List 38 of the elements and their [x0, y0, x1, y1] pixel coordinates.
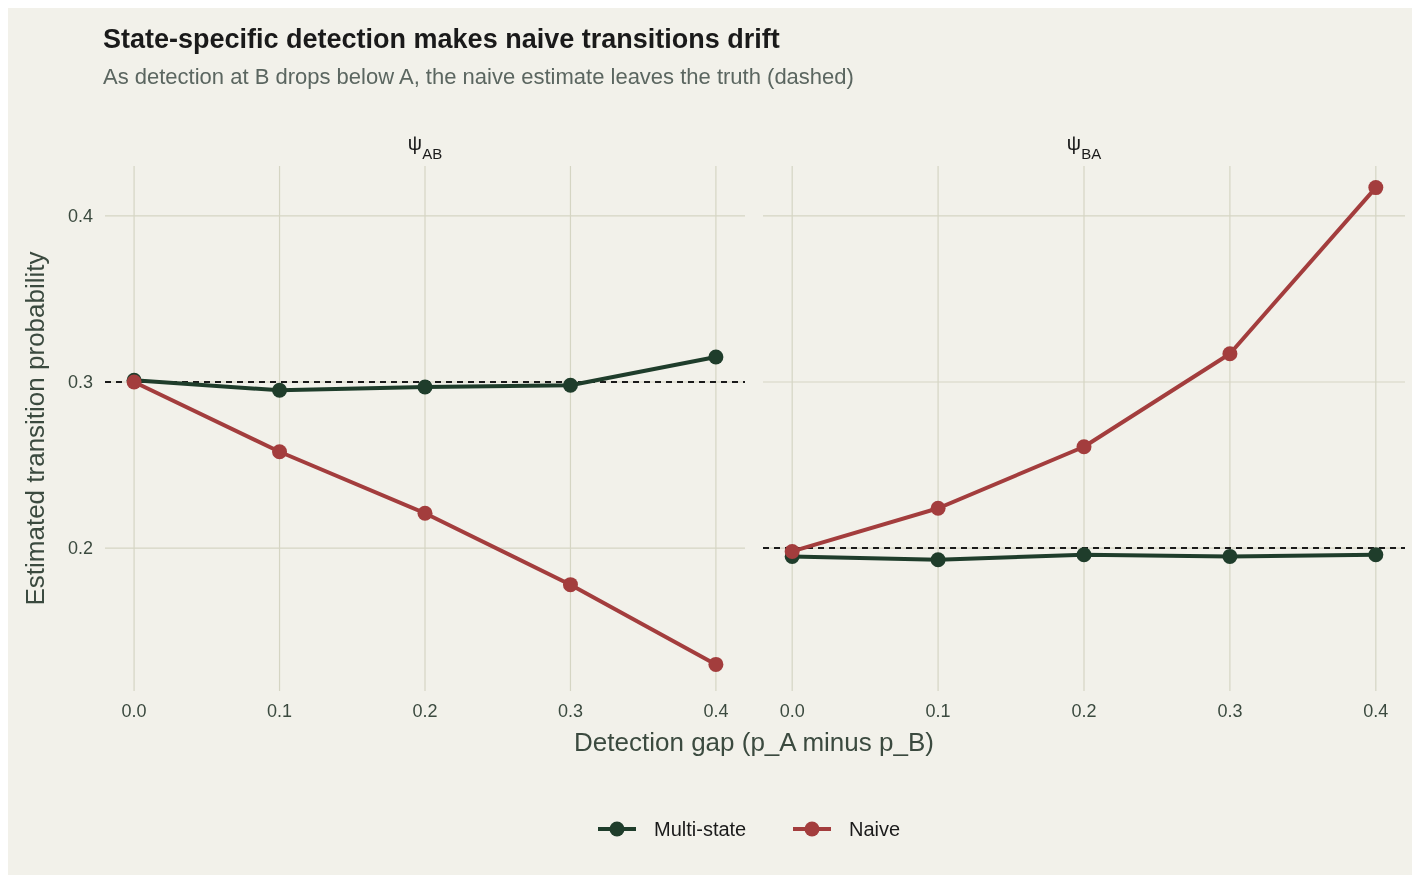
point — [417, 379, 433, 395]
point — [417, 505, 433, 521]
y-tick-label: 0.2 — [67, 538, 93, 559]
point — [562, 377, 578, 393]
point — [930, 500, 946, 516]
legend-label: Multi-state — [654, 818, 747, 840]
legend-label: Naive — [849, 818, 901, 840]
point — [1222, 346, 1238, 362]
x-tick-label: 0.3 — [1217, 701, 1243, 721]
x-axis-title: Detection gap (p_A minus p_B) — [574, 727, 934, 757]
point — [1076, 547, 1092, 563]
x-tick-label: 0.0 — [121, 701, 147, 721]
point — [1222, 548, 1238, 564]
x-tick-label: 0.1 — [267, 701, 293, 721]
point — [272, 444, 288, 460]
x-tick-label: 0.4 — [1363, 701, 1389, 721]
y-tick-label: 0.3 — [67, 371, 93, 392]
y-axis-title: Estimated transition probability — [20, 251, 50, 606]
x-tick-label: 0.3 — [557, 701, 583, 721]
point — [1368, 547, 1384, 563]
x-tick-label: 0.0 — [779, 701, 805, 721]
x-tick-label: 0.1 — [925, 701, 951, 721]
point — [930, 552, 946, 568]
x-tick-label: 0.2 — [412, 701, 438, 721]
chart-title: State-specific detection makes naive transitions drift — [103, 24, 780, 54]
text: ψ$_{AB}$ — [407, 132, 443, 162]
y-tick-label: 0.4 — [67, 205, 93, 226]
chart-subtitle: As detection at B drops below A, the naive estimate leaves the truth (dashed) — [103, 64, 854, 89]
x-tick-label: 0.2 — [1071, 701, 1097, 721]
point — [272, 382, 288, 398]
point — [1368, 180, 1384, 196]
point — [708, 656, 724, 672]
x-tick-label: 0.4 — [703, 701, 729, 721]
text: ψ$_{BA}$ — [1066, 132, 1102, 162]
point — [784, 543, 800, 559]
point — [1076, 439, 1092, 455]
point — [562, 577, 578, 593]
point — [708, 349, 724, 365]
